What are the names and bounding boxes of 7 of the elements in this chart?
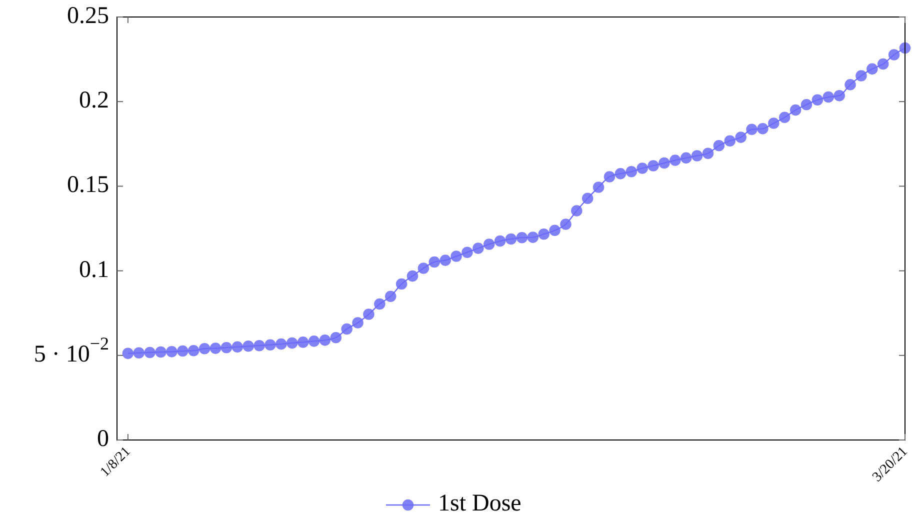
y-tick-label: 0.15 (67, 172, 109, 198)
y-tick-label: 0 (97, 426, 109, 452)
legend-label: 1st Dose (438, 490, 522, 517)
y-tick-label: 5 · 10$^{−2}$ (34, 334, 109, 367)
y-tick-label: 0.2 (79, 87, 109, 114)
y-tick-label: 0.1 (79, 256, 109, 282)
y-tick-label: 0.25 (67, 2, 109, 29)
